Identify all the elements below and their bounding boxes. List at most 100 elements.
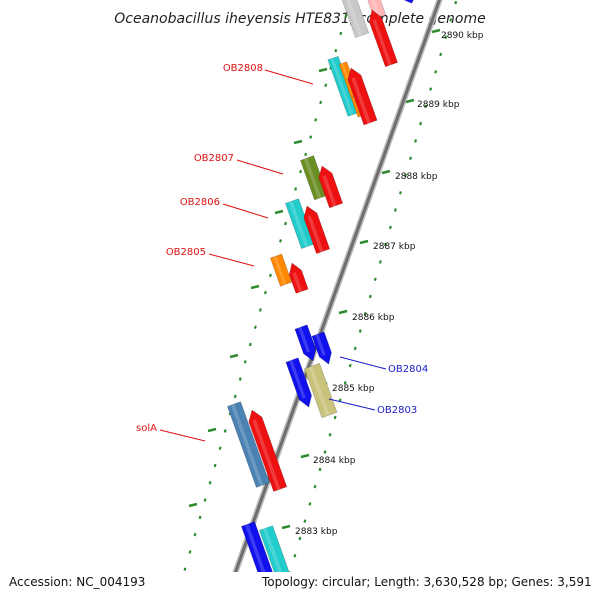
scale-dot (279, 239, 282, 243)
major-tick (359, 239, 369, 245)
gene-label-ob2805[interactable]: OB2805 (166, 247, 206, 258)
gene-blue-ob2804b[interactable] (311, 331, 332, 365)
scale-dot (193, 532, 197, 537)
gene-steel-sola-highlight (231, 403, 264, 487)
major-tick (250, 284, 260, 290)
scale-dot (409, 156, 412, 160)
gene-red-sola-highlight (252, 419, 281, 491)
scale-dot (203, 498, 207, 502)
kbp-tick-label: 2886 kbp (352, 313, 395, 323)
scale-dot (334, 48, 338, 53)
scale-dot (258, 308, 262, 312)
scale-dot (324, 83, 328, 88)
gene-blue-top[interactable] (402, 0, 415, 4)
gene-blue-ob2804b-highlight (315, 333, 326, 356)
gene-red-sola[interactable] (248, 409, 288, 492)
scale-dot (419, 121, 423, 126)
gene-steel-sola[interactable] (227, 401, 270, 488)
gene-blue-ob2803[interactable] (285, 357, 312, 408)
scale-dot (383, 242, 387, 247)
major-tick (281, 524, 291, 530)
scale-dot (398, 191, 402, 195)
gene-khaki-ob2803-highlight (308, 365, 330, 417)
scale-dot (378, 260, 382, 264)
scale-dot (303, 519, 307, 523)
gene-red-ob2808[interactable] (347, 67, 378, 126)
leader-line (236, 159, 284, 175)
gene-label-ob2806[interactable]: OB2806 (180, 197, 220, 208)
gene-label-sola[interactable]: solA (136, 423, 157, 434)
scale-dot (328, 432, 332, 437)
gene-label-ob2807[interactable]: OB2807 (194, 153, 234, 164)
scale-dot (293, 554, 297, 558)
kbp-tick-labels: 2883 kbp 2884 kbp 2885 kbp 2886 kbp 2887… (295, 31, 484, 537)
scale-dot (454, 0, 458, 5)
kbp-tick-label: 2885 kbp (332, 384, 375, 394)
scale-dot (218, 446, 222, 451)
scale-dot (388, 225, 392, 230)
scale-dot (223, 429, 227, 433)
gene-red-ob2806-highlight (307, 215, 324, 253)
major-tick (300, 453, 310, 459)
gene-pink-top-highlight (371, 0, 381, 18)
major-tick (293, 139, 303, 145)
gene-blue-ob2804a[interactable] (294, 324, 317, 362)
scale-dot (314, 118, 318, 122)
scale-dot (213, 463, 217, 468)
leader-line (339, 356, 387, 370)
gene-red-ob2807[interactable] (318, 165, 344, 209)
scale-dot (188, 550, 192, 554)
accession-text: Accession: NC_004193 (9, 575, 145, 589)
backbone (223, 0, 442, 600)
map-title: Oceanobacillus iheyensis HTE831, complet… (114, 11, 485, 27)
scale-dot (294, 187, 298, 191)
kbp-tick-label: 2889 kbp (417, 100, 460, 110)
gene-orange-ob2805[interactable] (269, 253, 293, 287)
gene-cyan-ob2808-highlight (330, 57, 354, 116)
kbp-tick-label: 2884 kbp (313, 456, 356, 466)
scale-dot (333, 415, 337, 420)
gene-khaki-ob2803[interactable] (304, 362, 338, 419)
scale-dot (348, 363, 352, 368)
major-tick (431, 28, 441, 34)
gene-olive-ob2807-highlight (304, 157, 322, 199)
scale-dot (238, 377, 242, 381)
gene-label-ob2804[interactable]: OB2804 (388, 364, 428, 375)
major-tick (318, 67, 328, 73)
gene-gray-top-highlight (346, 0, 363, 37)
gene-red-top[interactable] (368, 9, 398, 68)
gene-label-ob2808[interactable]: OB2808 (223, 63, 263, 74)
gene-red-ob2805[interactable] (288, 262, 309, 294)
scale-dot (243, 360, 247, 364)
scale-dot (439, 52, 443, 57)
scale-dot (363, 311, 367, 316)
scale-dot (353, 346, 357, 351)
scale-dot (268, 273, 272, 278)
gene-gray-top[interactable] (339, 0, 370, 38)
scale-dot (298, 536, 302, 541)
leader-line (264, 69, 314, 85)
gene-red-ob2805-highlight (292, 272, 303, 293)
gene-red-ob2808-highlight (351, 77, 371, 124)
gene-labels: OB2808 OB2807 OB2806 OB2805 solA OB2804 … (136, 63, 428, 442)
scale-dot (313, 484, 317, 489)
scale-dot (404, 173, 407, 178)
leader-line (222, 203, 269, 219)
scale-dot (309, 135, 313, 139)
scale-dot (299, 169, 303, 174)
scale-dot (368, 294, 372, 299)
leader-line (159, 429, 206, 442)
scale-dot (198, 515, 202, 520)
scale-dot (253, 325, 257, 330)
gene-red-ob2806[interactable] (303, 205, 331, 254)
gene-pink-top[interactable] (366, 0, 387, 19)
kbp-tick-label: 2883 kbp (295, 527, 338, 537)
kbp-tick-label: 2888 kbp (395, 172, 438, 182)
major-tick (381, 169, 391, 175)
scale-dot (263, 290, 267, 295)
outer-scale-dots (178, 0, 352, 589)
gene-cyan-ob2806-highlight (289, 200, 309, 248)
gene-label-ob2803[interactable]: OB2803 (377, 405, 417, 416)
